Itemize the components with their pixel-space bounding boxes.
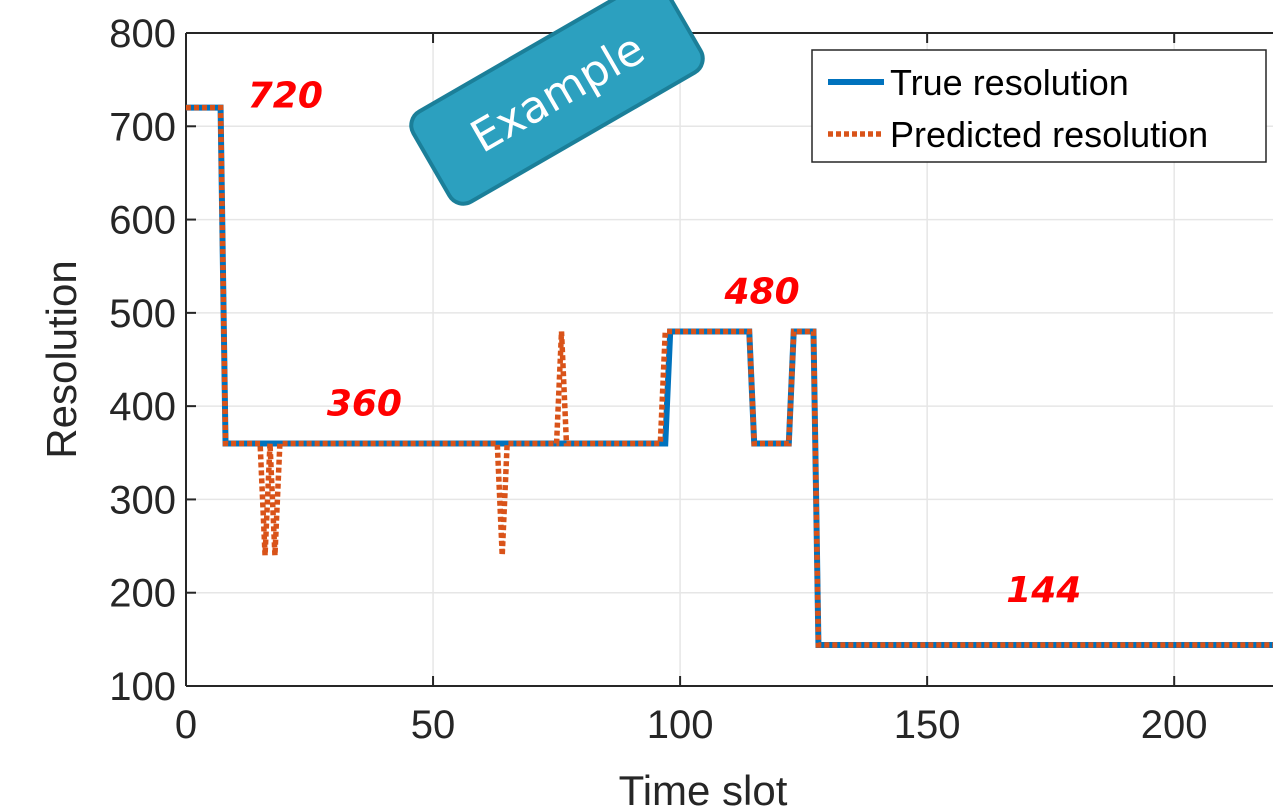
x-tick-label: 100	[647, 703, 714, 747]
badge-group: Example	[409, 0, 705, 206]
y-tick-label: 500	[109, 292, 176, 336]
annotation-label: 144	[1006, 570, 1081, 611]
annotation-label: 360	[327, 383, 402, 424]
y-tick-label: 700	[109, 105, 176, 149]
x-tick-label: 200	[1141, 703, 1208, 747]
y-tick-label: 800	[109, 12, 176, 56]
legend: True resolution Predicted resolution	[811, 49, 1267, 163]
y-tick-label: 600	[109, 199, 176, 243]
annotation-label: 480	[724, 272, 800, 313]
badge-shape	[409, 0, 705, 206]
y-tick-label: 100	[109, 665, 176, 709]
example-badge: Example	[409, 0, 705, 206]
y-tick-label: 200	[109, 572, 176, 616]
y-axis-title: Resolution	[38, 260, 85, 458]
x-tick-label: 150	[894, 703, 961, 747]
x-axis-title: Time slot	[619, 767, 788, 810]
x-tick-label: 50	[411, 703, 456, 747]
axes: 0 50 100 150 200 100 200 300 400 500 600 700 800 Time…	[38, 12, 1273, 810]
series-line-predicted-resolution	[186, 104, 1273, 648]
series-lines	[186, 104, 1273, 648]
y-tick-label: 400	[109, 385, 176, 429]
legend-label: Predicted resolution	[890, 114, 1208, 155]
legend-box	[811, 49, 1267, 163]
annotations: 720 360 480 144	[248, 76, 1082, 611]
series-line-true-resolution	[186, 104, 1273, 648]
x-tick-label: 0	[175, 703, 197, 747]
annotation-label: 720	[248, 76, 323, 117]
legend-label: True resolution	[890, 62, 1129, 103]
y-tick-label: 300	[109, 478, 176, 522]
